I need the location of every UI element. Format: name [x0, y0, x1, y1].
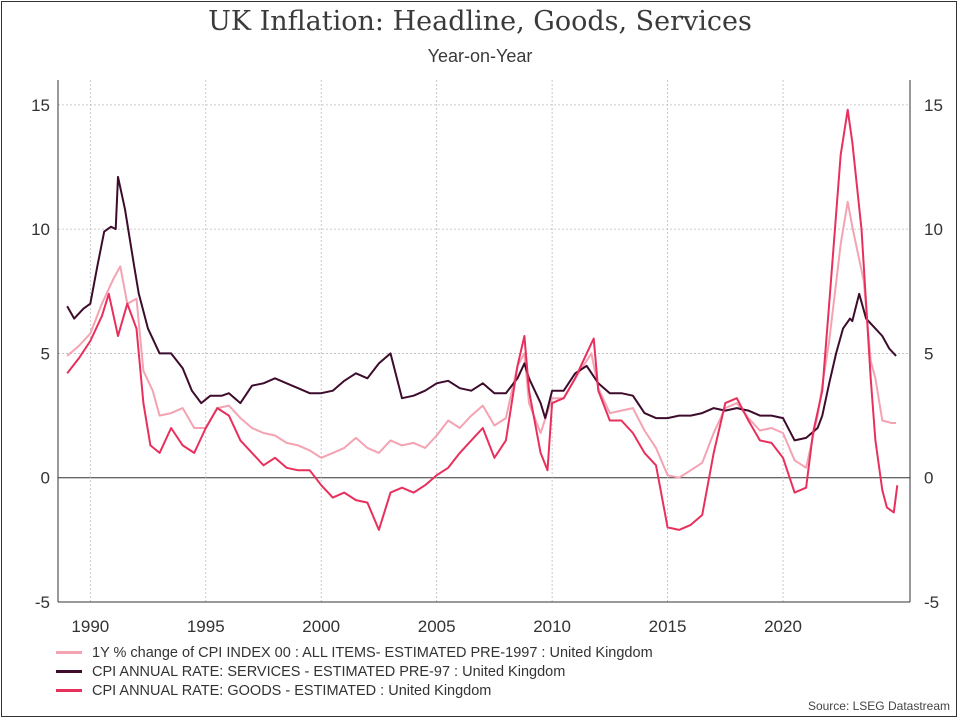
x-tick-label: 1990 [71, 617, 109, 636]
tick-labels: -5 -5 0 0 5 5 10 10 15 15 1990 1995 2000 2005 2010 2015… [31, 96, 943, 636]
y-tick-label-right: 0 [924, 469, 933, 488]
y-tick-label-left: 15 [31, 96, 50, 115]
chart-title: UK Inflation: Headline, Goods, Services [208, 6, 752, 37]
legend-item-services: CPI ANNUAL RATE: SERVICES - ESTIMATED PR… [56, 662, 653, 681]
series-line-services [66, 175, 897, 442]
y-tick-label-left: 10 [31, 220, 50, 239]
series-line-headline [66, 200, 897, 479]
x-tick-label: 2015 [649, 617, 687, 636]
y-tick-label-left: 5 [41, 344, 50, 363]
x-tick-label: 1995 [187, 617, 225, 636]
series-line-goods [66, 108, 899, 531]
legend-item-goods: CPI ANNUAL RATE: GOODS - ESTIMATED : Uni… [56, 681, 653, 700]
legend-label-headline: 1Y % change of CPI INDEX 00 : ALL ITEMS-… [92, 644, 653, 661]
x-tick-label: 2000 [302, 617, 340, 636]
legend-swatch-goods [56, 689, 82, 692]
y-tick-label-right: 15 [924, 96, 943, 115]
chart-subtitle: Year-on-Year [427, 46, 533, 66]
x-tick-label: 2020 [764, 617, 802, 636]
series-layer [66, 108, 899, 531]
legend-swatch-headline [56, 651, 82, 654]
y-tick-label-left: -5 [35, 593, 50, 612]
y-tick-label-right: 10 [924, 220, 943, 239]
x-tick-label: 2005 [418, 617, 456, 636]
y-tick-label-left: 0 [41, 469, 50, 488]
legend-label-goods: CPI ANNUAL RATE: GOODS - ESTIMATED : Uni… [92, 682, 492, 699]
axes [57, 80, 911, 603]
grid [58, 80, 910, 603]
y-tick-label-right: -5 [924, 593, 939, 612]
x-tick-label: 2010 [533, 617, 571, 636]
legend-label-services: CPI ANNUAL RATE: SERVICES - ESTIMATED PR… [92, 663, 566, 680]
legend-swatch-services [56, 670, 82, 673]
legend: 1Y % change of CPI INDEX 00 : ALL ITEMS-… [56, 643, 653, 700]
legend-item-headline: 1Y % change of CPI INDEX 00 : ALL ITEMS-… [56, 643, 653, 662]
source-note: Source: LSEG Datastream [807, 699, 950, 713]
y-tick-label-right: 5 [924, 344, 933, 363]
